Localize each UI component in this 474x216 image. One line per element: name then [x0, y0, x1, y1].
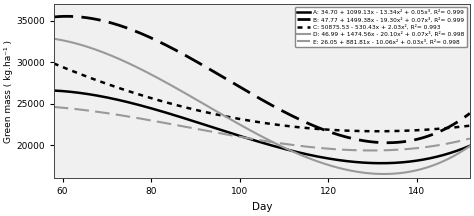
- Legend: A: 34.70 + 1099.13x - 13.34x² + 0.05x³, R²= 0.999, B: 47.77 + 1499.38x - 19.30x²: A: 34.70 + 1099.13x - 13.34x² + 0.05x³, …: [294, 7, 467, 47]
- Y-axis label: Green mass ( kg.ha⁻¹ ): Green mass ( kg.ha⁻¹ ): [4, 40, 13, 143]
- X-axis label: Day: Day: [252, 202, 272, 212]
